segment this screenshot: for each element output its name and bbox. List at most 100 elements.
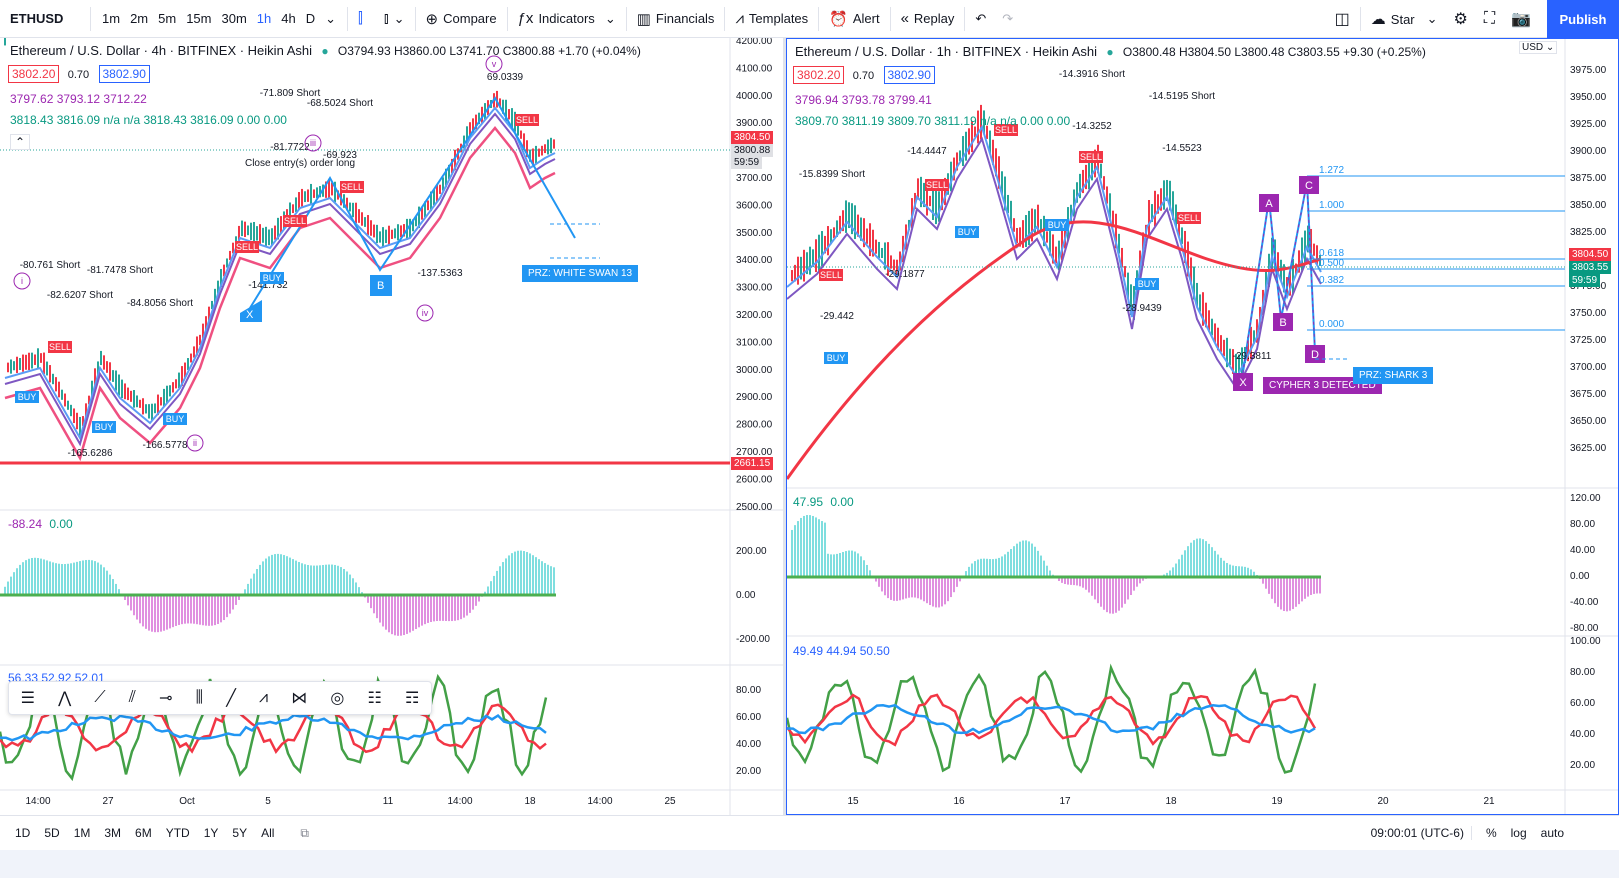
right-chart-pane[interactable]: 3975.00 3950.00 3925.00 3900.00 3875.00 3850.… [786, 38, 1619, 815]
candle [235, 236, 237, 245]
fullscreen-button[interactable]: ⛶ [1476, 0, 1503, 38]
histogram-bar [986, 558, 988, 576]
candle [532, 148, 534, 165]
range-5d[interactable]: 5D [44, 826, 60, 840]
candle [995, 148, 997, 177]
interval-4h[interactable]: 4h [281, 11, 296, 26]
range-6m[interactable]: 6M [135, 826, 152, 840]
clock-display[interactable]: 09:00:01 (UTC-6) [1370, 826, 1464, 840]
short-position-icon[interactable]: ☶ [405, 690, 420, 707]
left-bid-box[interactable]: 3802.20 [8, 65, 60, 83]
redo-button[interactable]: ↷ [994, 0, 1021, 38]
interval-1m[interactable]: 1m [102, 11, 121, 26]
compare-button[interactable]: ⊕ Compare [418, 0, 505, 38]
parallel-channel-icon[interactable]: ⫽ [128, 689, 136, 706]
pattern-icon[interactable]: ⋀ [58, 690, 72, 707]
candle [797, 256, 799, 285]
publish-button[interactable]: Publish [1547, 0, 1619, 38]
footer-strip [0, 850, 1619, 878]
interval-2m[interactable]: 2m [130, 11, 149, 26]
candle [40, 353, 42, 363]
pane-divider[interactable] [783, 38, 786, 815]
chart-type-button[interactable]: ⫾ ⌄ [376, 0, 413, 38]
bar-style-button[interactable]: ⫿ [350, 0, 376, 38]
star-button[interactable]: ☁ Star ⌄ [1363, 0, 1446, 38]
histogram-bar [376, 594, 378, 619]
right-prz-label[interactable]: PRZ: SHARK 3 [1353, 367, 1434, 384]
interval-30m[interactable]: 30m [221, 11, 247, 26]
fib-level-label: 0.500 [1319, 258, 1344, 269]
histogram-bar [514, 551, 516, 594]
candle [253, 221, 255, 243]
ray-icon[interactable]: ⟋ [94, 689, 106, 706]
elliott-wave-icon[interactable]: ⩘ [259, 689, 269, 706]
candle [403, 224, 405, 237]
histogram-bar [1028, 541, 1030, 576]
undo-button[interactable]: ↶ [967, 0, 994, 38]
toolbar-right: ◫ ☁ Star ⌄ ⚙ ⛶ 📷 [1327, 0, 1539, 38]
separator [347, 6, 349, 31]
interval-15m[interactable]: 15m [186, 11, 212, 26]
right-quote-row: 3802.20 0.70 3802.90 [793, 66, 940, 84]
osc-tick-label: 0.00 [736, 590, 756, 601]
gann-icon[interactable]: ◎ [330, 690, 345, 707]
symbol-search[interactable]: ETHUSD [10, 11, 64, 26]
range-1d[interactable]: 1D [15, 826, 31, 840]
xabcd-icon[interactable]: ⋈ [291, 690, 308, 707]
range-5y[interactable]: 5Y [232, 826, 248, 840]
replay-button[interactable]: « Replay [893, 0, 963, 38]
histogram-bar [31, 558, 33, 594]
histogram-bar [409, 594, 411, 633]
right-chart-canvas[interactable]: 3975.00 3950.00 3925.00 3900.00 3875.00 3850.… [787, 39, 1618, 814]
histogram-bar [1214, 550, 1216, 576]
financials-button[interactable]: ▥ Financials [629, 0, 723, 38]
menu-icon[interactable]: ☰ [20, 690, 35, 707]
interval-1h[interactable]: 1h [256, 11, 272, 26]
right-ask-box[interactable]: 3802.90 [883, 66, 935, 84]
indicators-button[interactable]: ƒx Indicators ⌄ [510, 0, 624, 38]
goto-date-icon[interactable]: ⧉ [300, 825, 309, 840]
percent-toggle[interactable]: % [1470, 826, 1504, 840]
candle [208, 306, 210, 322]
histogram-bar [836, 553, 838, 576]
candle [839, 215, 841, 234]
alert-button[interactable]: ⏰ Alert [821, 0, 887, 38]
candle [226, 258, 228, 268]
left-collapse-button[interactable]: ⌃ [10, 134, 31, 150]
auto-toggle[interactable]: auto [1540, 826, 1564, 840]
candle [1091, 155, 1093, 181]
moving-average-line [4, 112, 556, 447]
right-chart-title[interactable]: Ethereum / U.S. Dollar · 1h · BITFINEX ·… [795, 44, 1097, 59]
range-3m[interactable]: 3M [104, 826, 122, 840]
layout-button[interactable]: ◫ [1327, 0, 1358, 38]
settings-button[interactable]: ⚙ [1446, 0, 1476, 38]
interval-5m[interactable]: 5m [158, 11, 177, 26]
log-toggle[interactable]: log [1510, 826, 1527, 840]
left-chart-title[interactable]: Ethereum / U.S. Dollar · 4h · BITFINEX ·… [10, 43, 312, 58]
right-cypher-label[interactable]: CYPHER 3 DETECTED [1263, 377, 1382, 394]
candle [517, 119, 519, 136]
snapshot-button[interactable]: 📷 [1503, 0, 1539, 38]
fib-icon[interactable]: ⫼ [195, 689, 204, 706]
interval-d[interactable]: D [305, 11, 316, 26]
left-chart-canvas[interactable]: 4200.004100.004000.003900.003800.003700.… [0, 38, 783, 815]
strategy-annotation: -29.3811 [1233, 351, 1272, 362]
strategy-annotation: -14.3252 [1072, 121, 1112, 132]
left-ask-box[interactable]: 3802.90 [98, 65, 150, 83]
right-bid-box[interactable]: 3802.20 [793, 66, 845, 84]
candle [872, 229, 874, 257]
range-all[interactable]: All [261, 826, 275, 840]
left-prz-label[interactable]: PRZ: WHITE SWAN 13 [522, 265, 639, 282]
range-ytd[interactable]: YTD [165, 826, 190, 840]
long-position-icon[interactable]: ☷ [367, 690, 382, 707]
range-1y[interactable]: 1Y [203, 826, 219, 840]
histogram-bar [304, 564, 306, 594]
templates-button[interactable]: ⩘ Templates [727, 0, 816, 38]
range-1m[interactable]: 1M [73, 826, 91, 840]
trend-line-icon[interactable]: ╱ [226, 690, 236, 707]
separator [625, 6, 627, 31]
horizontal-line-icon[interactable]: ⊸ [159, 690, 173, 707]
candle [917, 178, 919, 200]
chevron-down-icon[interactable]: ⌄ [325, 10, 337, 26]
right-currency-select[interactable]: USD ⌄ [1519, 41, 1558, 54]
